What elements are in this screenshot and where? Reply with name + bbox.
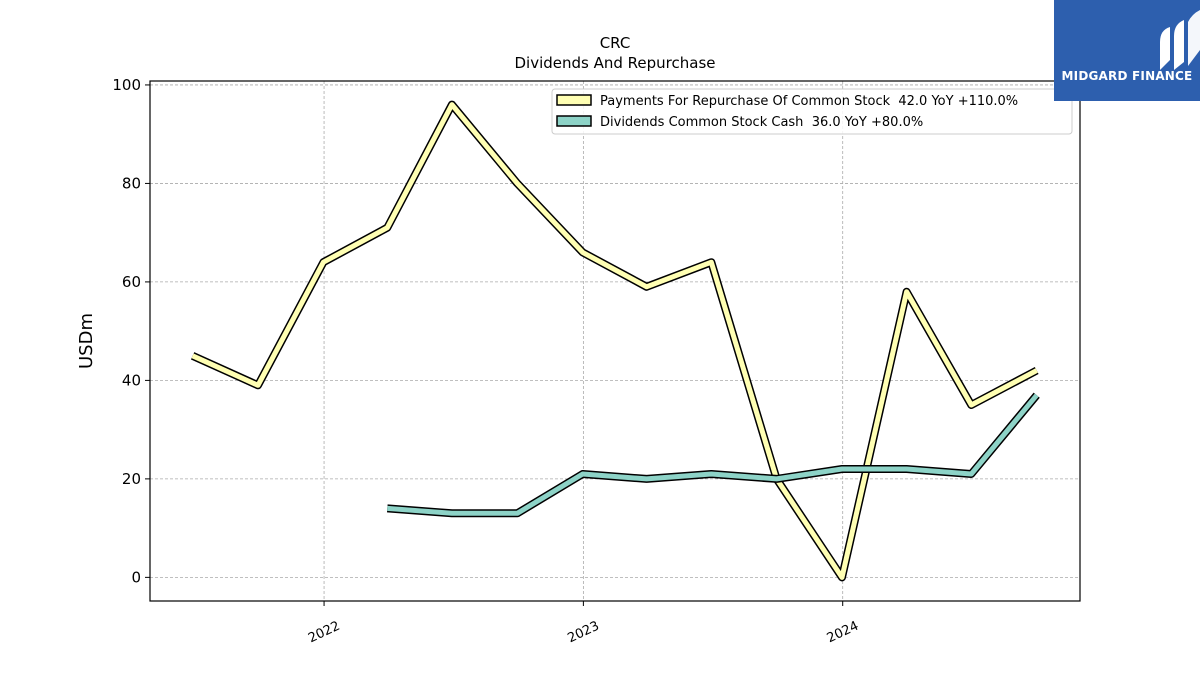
legend-swatch-1 (556, 94, 592, 106)
y-tick-label: 60 (122, 273, 141, 291)
legend-box (551, 88, 1073, 135)
legend-label-2: Dividends Common Stock Cash 36.0 YoY +80… (600, 115, 923, 130)
y-tick-label: 40 (122, 371, 141, 389)
x-tick-label: 2023 (565, 619, 601, 647)
logo-text: MIDGARD FINANCE (1061, 69, 1193, 83)
y-tick-label: 100 (112, 76, 141, 94)
y-tick-label: 80 (122, 174, 141, 192)
plot-frame (149, 80, 1081, 602)
series-line-outline-2 (386, 392, 1040, 518)
brand-logo: MIDGARD FINANCE (1054, 0, 1200, 101)
logo-mark-icon (1160, 10, 1200, 70)
legend-swatch-2 (556, 115, 592, 127)
chart-subtitle: Dividends And Repurchase (514, 54, 715, 72)
series-line-outline-1 (190, 100, 1039, 582)
x-tick-label: 2024 (825, 619, 861, 647)
y-axis-label: USDm (76, 313, 97, 369)
series-lines (190, 100, 1040, 582)
series-line-2 (387, 393, 1039, 516)
legend-label-1: Payments For Repurchase Of Common Stock … (600, 94, 1018, 109)
axis-ticks: 0 20 40 60 80 100 2022 2023 2024 (112, 76, 861, 646)
y-tick-label: 0 (131, 568, 141, 586)
chart-title: CRC (600, 34, 631, 52)
legend: Payments For Repurchase Of Common Stock … (551, 88, 1073, 135)
x-tick-label: 2022 (306, 619, 342, 647)
series-line-1 (191, 102, 1038, 580)
grid (150, 81, 1080, 601)
y-tick-label: 20 (122, 470, 141, 488)
